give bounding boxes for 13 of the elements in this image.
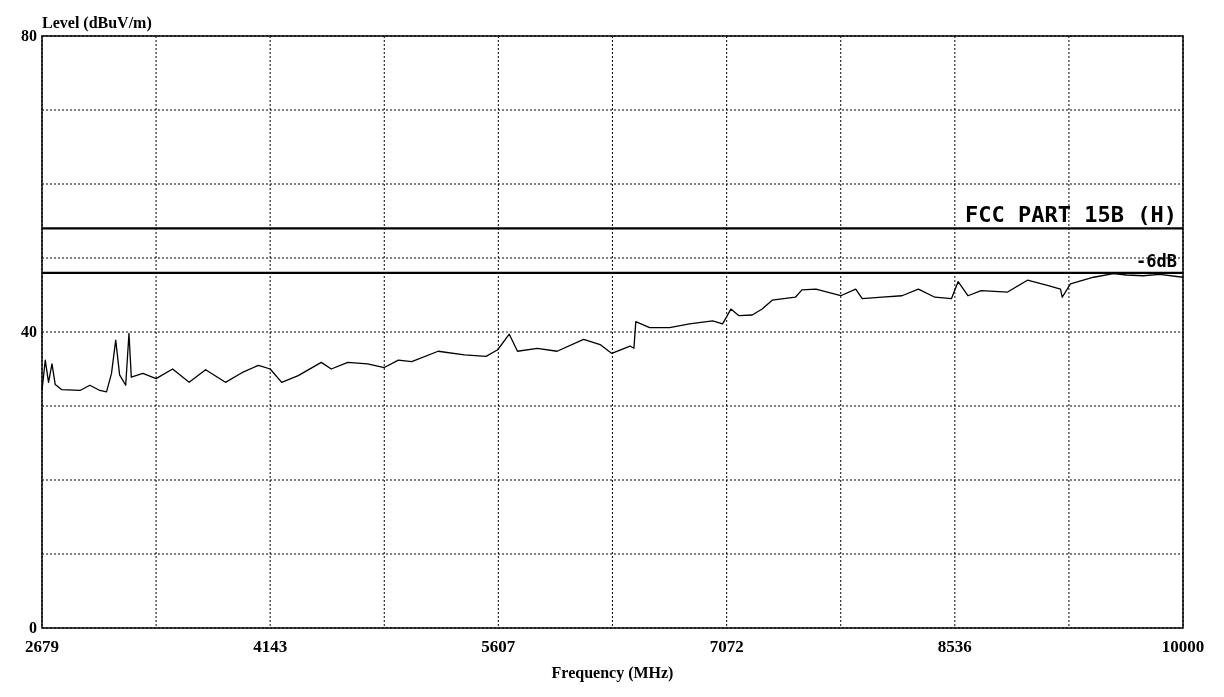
x-tick-label: 8536 xyxy=(937,637,972,656)
y-axis-title: Level (dBuV/m) xyxy=(42,14,152,32)
x-axis-title: Frequency (MHz) xyxy=(551,664,674,682)
y-tick-label: 40 xyxy=(21,323,37,340)
ref-line-label: FCC PART 15B (H) xyxy=(965,202,1177,228)
y-tick-label: 0 xyxy=(29,619,37,636)
x-tick-label: 7072 xyxy=(709,637,744,656)
x-tick-label: 2679 xyxy=(25,637,59,656)
y-tick-label: 80 xyxy=(21,27,37,44)
x-tick-label: 10000 xyxy=(1161,637,1205,656)
x-tick-label: 4143 xyxy=(253,637,288,656)
ref-line-label: -6dB xyxy=(1136,250,1177,271)
x-tick-label: 5607 xyxy=(481,637,516,656)
